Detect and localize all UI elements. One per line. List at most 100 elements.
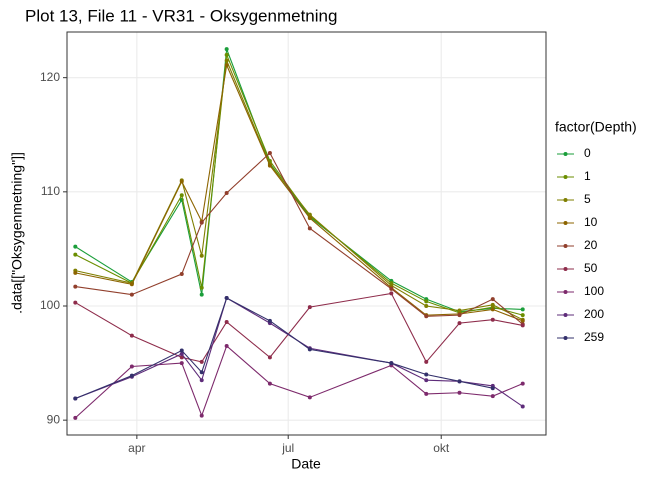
data-point xyxy=(490,307,495,312)
data-point xyxy=(224,190,229,195)
data-point xyxy=(520,404,525,409)
data-point xyxy=(457,308,462,313)
data-point xyxy=(389,291,394,296)
data-point xyxy=(267,318,272,323)
data-point xyxy=(129,333,134,338)
data-point xyxy=(224,63,229,68)
data-point xyxy=(267,381,272,386)
data-point xyxy=(179,351,184,356)
y-tick-label: 120 xyxy=(40,70,60,84)
legend-label: 1 xyxy=(584,169,591,183)
data-point xyxy=(520,313,525,318)
x-tick-label: apr xyxy=(128,441,145,455)
series-line xyxy=(75,152,524,325)
plot-background xyxy=(67,32,546,435)
data-point xyxy=(267,151,272,156)
data-point xyxy=(457,321,462,326)
data-point xyxy=(199,359,204,364)
chart-title: Plot 13, File 11 - VR31 - Oksygenmetning xyxy=(25,6,337,25)
data-point xyxy=(73,244,78,249)
data-point xyxy=(490,394,495,399)
legend-label: 100 xyxy=(584,284,604,298)
data-point xyxy=(424,359,429,364)
data-point xyxy=(179,348,184,353)
data-point xyxy=(199,220,204,225)
data-point xyxy=(179,193,184,198)
data-point xyxy=(424,303,429,308)
data-point xyxy=(73,300,78,305)
data-point xyxy=(224,52,229,57)
data-point xyxy=(129,373,134,378)
legend-label: 200 xyxy=(584,307,604,321)
data-point xyxy=(224,343,229,348)
data-point xyxy=(267,355,272,360)
data-point xyxy=(199,378,204,383)
y-tick-label: 110 xyxy=(41,184,60,198)
data-point xyxy=(424,314,429,319)
series-line xyxy=(75,292,523,363)
data-point xyxy=(424,391,429,396)
legend-label: 5 xyxy=(584,192,591,206)
data-point xyxy=(424,299,429,304)
plot-border xyxy=(66,31,547,436)
data-point xyxy=(389,286,394,291)
legend-key-point xyxy=(563,198,568,202)
data-point xyxy=(307,212,312,217)
data-point xyxy=(307,305,312,310)
data-point xyxy=(520,318,525,323)
data-point xyxy=(199,370,204,375)
data-point xyxy=(457,390,462,395)
legend-key-point xyxy=(563,152,568,156)
data-point xyxy=(224,319,229,324)
data-point xyxy=(199,292,204,297)
data-point xyxy=(307,347,312,352)
data-point xyxy=(389,361,394,366)
data-point xyxy=(490,386,495,391)
y-axis-label: .data[["Oksygenmetning"]] xyxy=(9,152,25,314)
data-point xyxy=(490,317,495,322)
data-point xyxy=(179,361,184,366)
legend-label: 0 xyxy=(584,146,591,160)
legend-label: 10 xyxy=(584,215,598,229)
data-point xyxy=(457,313,462,318)
data-point xyxy=(129,364,134,369)
y-tick-label: 100 xyxy=(40,298,60,312)
data-point xyxy=(267,163,272,168)
legend-key-point xyxy=(563,336,568,340)
data-point xyxy=(179,355,184,360)
data-point xyxy=(520,381,525,386)
data-point xyxy=(199,253,204,258)
legend-key-point xyxy=(563,175,568,179)
data-point xyxy=(129,282,134,287)
data-point xyxy=(490,302,495,307)
legend-label: 50 xyxy=(584,261,598,275)
data-point xyxy=(307,226,312,231)
legend-key-point xyxy=(563,290,568,294)
data-point xyxy=(129,292,134,297)
legend-label: 20 xyxy=(584,238,598,252)
legend-key-point xyxy=(563,221,568,225)
legend-key-point xyxy=(563,313,568,317)
legend-title: factor(Depth) xyxy=(555,119,637,135)
data-point xyxy=(307,216,312,221)
data-point xyxy=(520,323,525,328)
x-tick-label: okt xyxy=(433,441,450,455)
data-point xyxy=(520,307,525,312)
data-point xyxy=(179,179,184,184)
y-tick-label: 90 xyxy=(47,412,61,426)
data-point xyxy=(73,415,78,420)
x-tick-label: jul xyxy=(281,441,294,455)
data-point xyxy=(199,413,204,418)
data-point xyxy=(73,396,78,401)
data-point xyxy=(73,270,78,275)
data-point xyxy=(424,378,429,383)
legend-key-point xyxy=(563,267,568,271)
data-point xyxy=(490,297,495,302)
legend-key-point xyxy=(563,244,568,248)
data-point xyxy=(179,272,184,277)
data-point xyxy=(457,379,462,384)
data-point xyxy=(307,395,312,400)
legend-label: 259 xyxy=(584,330,604,344)
data-point xyxy=(224,47,229,52)
